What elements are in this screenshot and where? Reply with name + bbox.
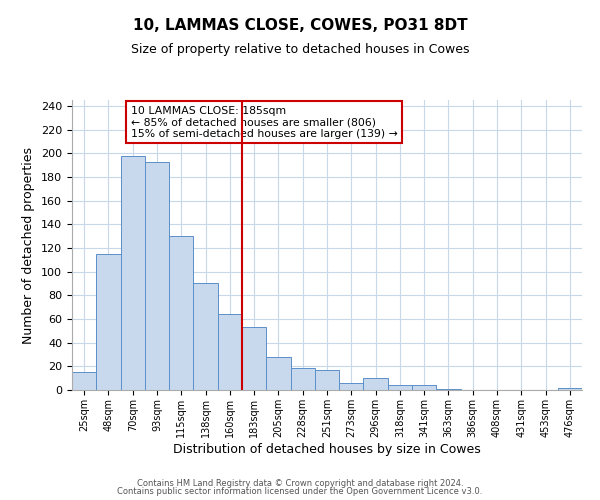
Text: 10 LAMMAS CLOSE: 185sqm
← 85% of detached houses are smaller (806)
15% of semi-d: 10 LAMMAS CLOSE: 185sqm ← 85% of detache… <box>131 106 397 139</box>
Bar <box>169 236 193 390</box>
Bar <box>558 388 582 390</box>
Bar <box>121 156 145 390</box>
Bar <box>72 372 96 390</box>
Text: Contains public sector information licensed under the Open Government Licence v3: Contains public sector information licen… <box>118 487 482 496</box>
Bar <box>266 357 290 390</box>
Y-axis label: Number of detached properties: Number of detached properties <box>22 146 35 344</box>
Bar <box>315 370 339 390</box>
Bar <box>145 162 169 390</box>
Bar <box>290 368 315 390</box>
Bar <box>436 389 461 390</box>
Bar <box>193 284 218 390</box>
Bar <box>388 386 412 390</box>
Bar <box>412 386 436 390</box>
Bar <box>218 314 242 390</box>
Bar <box>339 383 364 390</box>
Text: Contains HM Land Registry data © Crown copyright and database right 2024.: Contains HM Land Registry data © Crown c… <box>137 478 463 488</box>
X-axis label: Distribution of detached houses by size in Cowes: Distribution of detached houses by size … <box>173 442 481 456</box>
Text: Size of property relative to detached houses in Cowes: Size of property relative to detached ho… <box>131 42 469 56</box>
Text: 10, LAMMAS CLOSE, COWES, PO31 8DT: 10, LAMMAS CLOSE, COWES, PO31 8DT <box>133 18 467 32</box>
Bar <box>242 328 266 390</box>
Bar <box>96 254 121 390</box>
Bar <box>364 378 388 390</box>
